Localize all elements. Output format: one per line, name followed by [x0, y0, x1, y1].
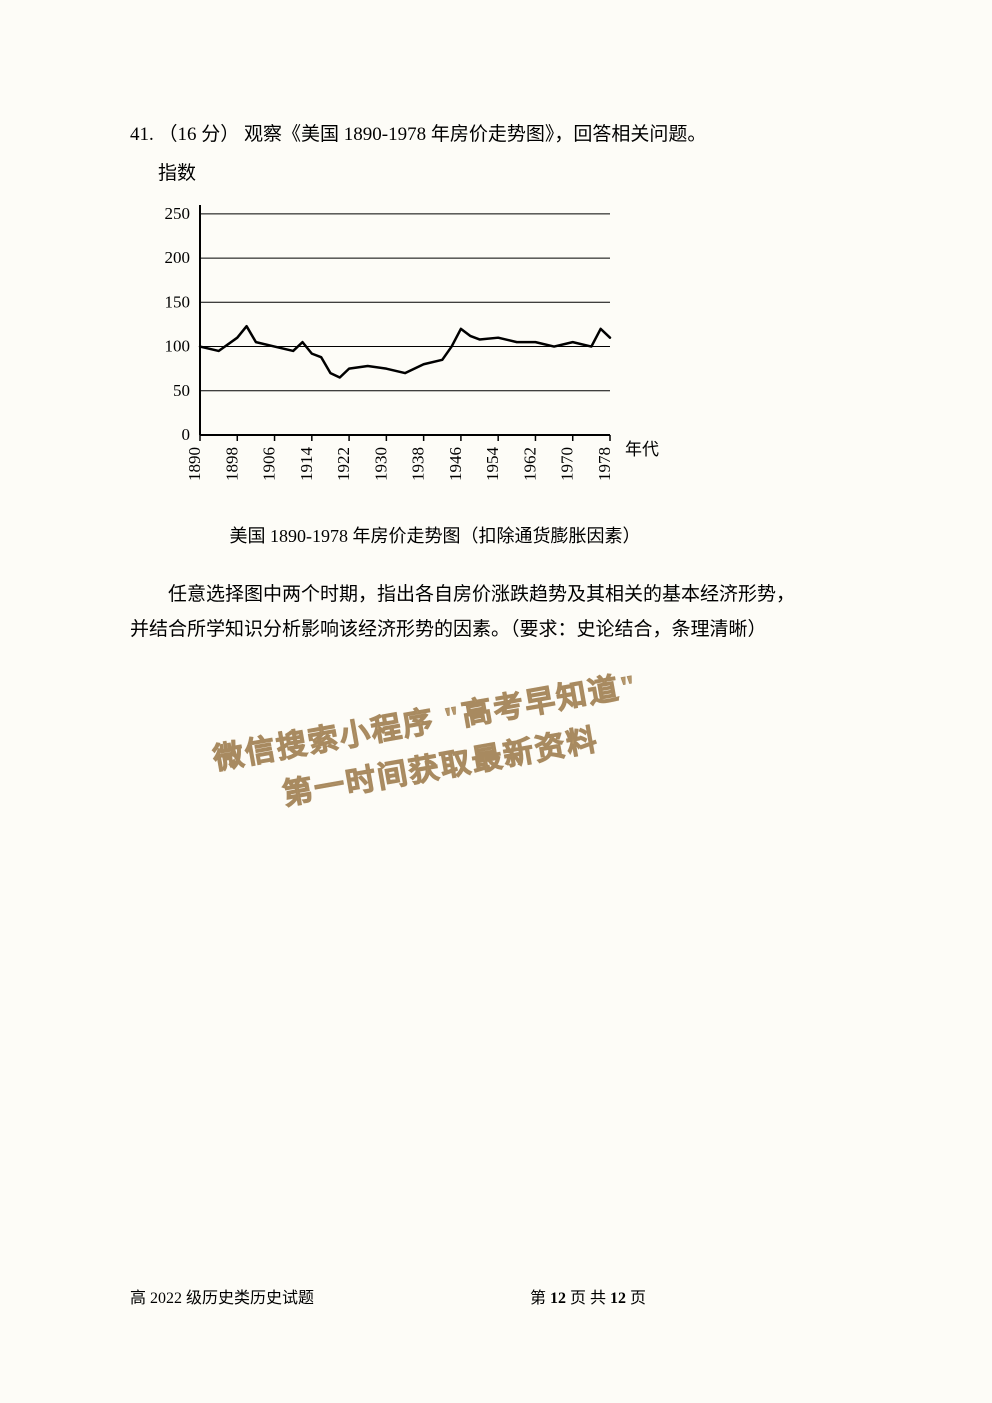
- housing-chart: 0 50 100 150 200 250 1890 1898 1906 1914 1922 1930 1…: [140, 195, 660, 505]
- footer-mid: 页 共: [566, 1290, 610, 1307]
- svg-text:0: 0: [182, 425, 191, 444]
- svg-text:1938: 1938: [409, 447, 428, 481]
- svg-text:50: 50: [173, 381, 190, 400]
- page-content: 41. （16 分） 观察《美国 1890-1978 年房价走势图》，回答相关问…: [0, 0, 992, 787]
- svg-text:250: 250: [165, 204, 191, 223]
- instruction-line-2: 并结合所学知识分析影响该经济形势的因素。（要求：史论结合，条理清晰）: [130, 613, 862, 647]
- instruction-block: 任意选择图中两个时期，指出各自房价涨跌趋势及其相关的基本经济形势， 并结合所学知…: [130, 578, 862, 646]
- svg-text:1914: 1914: [297, 447, 316, 482]
- footer-left-text: 高 2022 级历史类历史试题: [130, 1284, 314, 1308]
- svg-text:1906: 1906: [260, 447, 279, 481]
- footer-prefix: 第: [530, 1290, 550, 1307]
- svg-text:1898: 1898: [222, 447, 241, 481]
- svg-text:1890: 1890: [185, 447, 204, 481]
- footer-page-current: 12: [550, 1290, 566, 1307]
- svg-text:年代: 年代: [625, 440, 659, 459]
- svg-text:1946: 1946: [446, 447, 465, 481]
- chart-caption: 美国 1890-1978 年房价走势图（扣除通货膨胀因素）: [200, 522, 670, 548]
- footer-center: 第 12 页 共 12 页: [314, 1284, 862, 1308]
- svg-text:1962: 1962: [520, 447, 539, 481]
- instruction-line-1: 任意选择图中两个时期，指出各自房价涨跌趋势及其相关的基本经济形势，: [130, 578, 862, 612]
- svg-text:1922: 1922: [334, 447, 353, 481]
- watermark: 微信搜索小程序 "高考早知道" 第一时间获取最新资料: [130, 667, 862, 787]
- footer-suffix: 页: [626, 1290, 646, 1307]
- svg-text:200: 200: [165, 248, 191, 267]
- svg-text:1954: 1954: [483, 447, 502, 482]
- svg-text:1930: 1930: [371, 447, 390, 481]
- y-axis-title: 指数: [158, 158, 862, 185]
- svg-text:1970: 1970: [558, 447, 577, 481]
- svg-text:100: 100: [165, 337, 191, 356]
- footer-page-total: 12: [610, 1290, 626, 1307]
- page-footer: 高 2022 级历史类历史试题 第 12 页 共 12 页: [0, 1284, 992, 1308]
- question-text: 观察《美国 1890-1978 年房价走势图》，回答相关问题。: [244, 124, 706, 145]
- svg-text:1978: 1978: [595, 447, 614, 481]
- chart-wrapper: 0 50 100 150 200 250 1890 1898 1906 1914 1922 1930 1…: [140, 195, 862, 548]
- question-points: （16 分）: [159, 124, 240, 145]
- svg-text:150: 150: [165, 293, 191, 312]
- question-number: 41.: [130, 124, 154, 145]
- question-stem: 41. （16 分） 观察《美国 1890-1978 年房价走势图》，回答相关问…: [130, 120, 862, 150]
